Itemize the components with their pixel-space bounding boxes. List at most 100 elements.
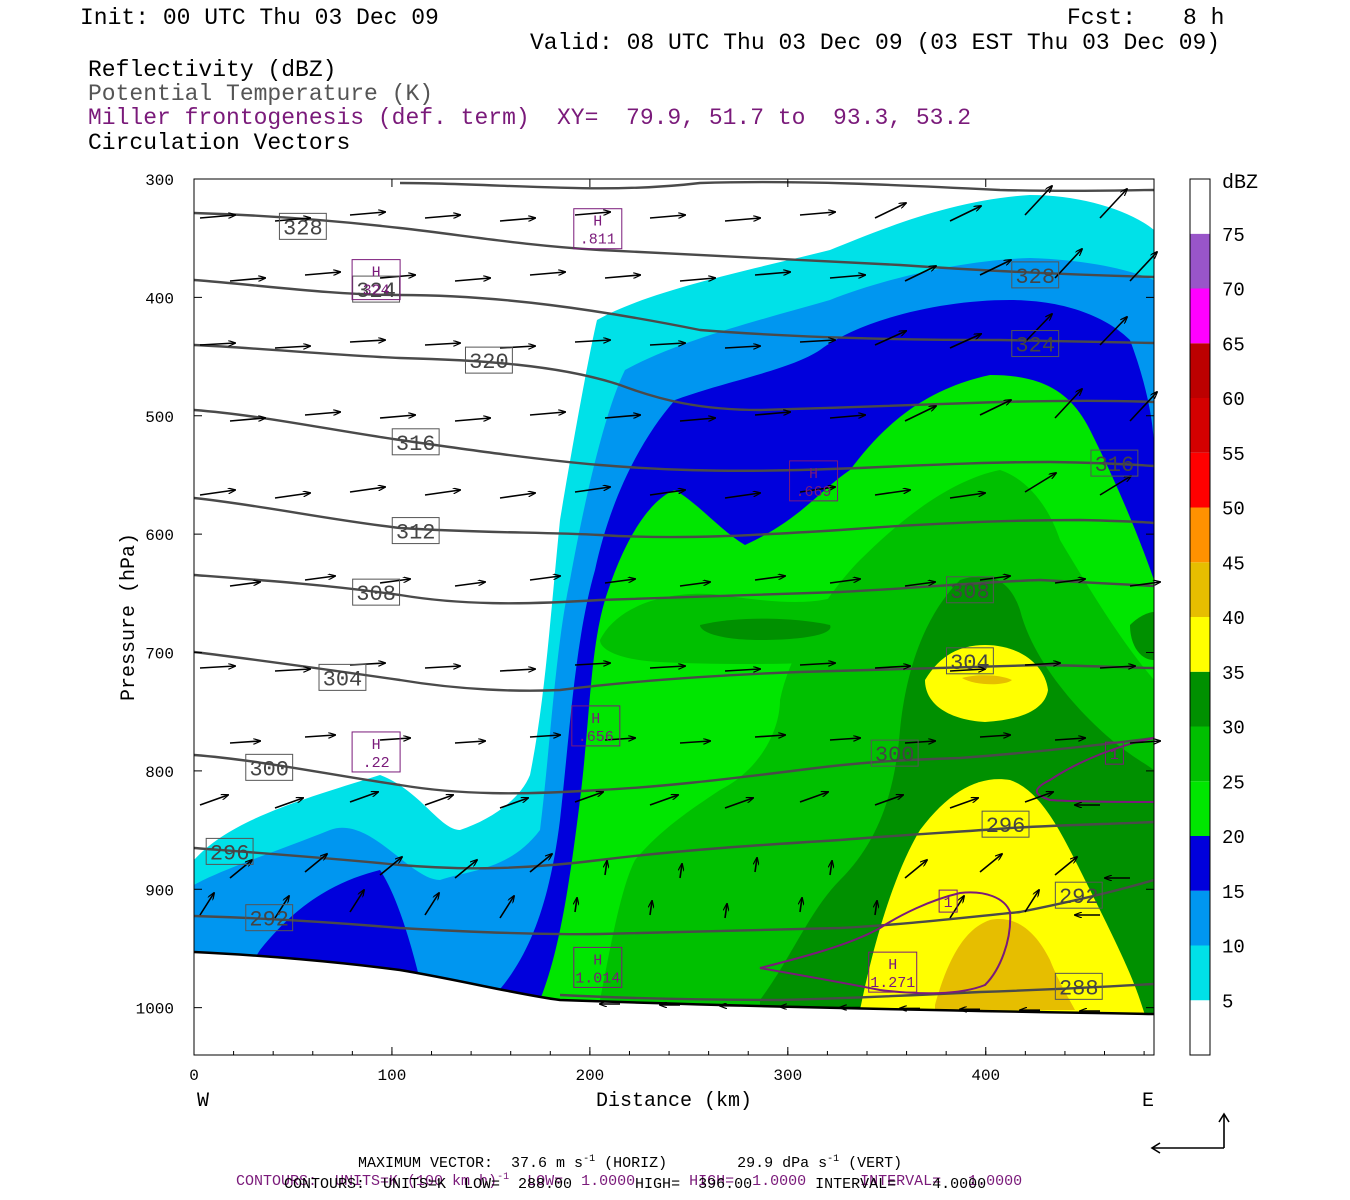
circulation-vector — [499, 493, 535, 499]
west-end-label: W — [197, 1090, 209, 1113]
x-tick-label: 0 — [189, 1067, 199, 1085]
circulation-vector — [349, 340, 385, 342]
circulation-vector — [830, 861, 832, 876]
theta-label: 308 — [356, 582, 396, 607]
colorbar-tick-label: 75 — [1222, 225, 1245, 247]
circulation-vector — [724, 798, 753, 809]
circulation-vector — [1024, 663, 1060, 665]
circulation-vector — [829, 415, 865, 419]
circulation-vector — [274, 493, 310, 499]
circulation-vector — [1129, 392, 1157, 422]
x-tick-label: 400 — [971, 1067, 1000, 1085]
circulation-vector — [679, 582, 710, 587]
theta-label: 328 — [283, 216, 323, 241]
fronto-max-value: 1.271 — [870, 975, 915, 992]
theta-label: 300 — [875, 743, 915, 768]
init-time: Init: 00 UTC Thu 03 Dec 09 — [80, 5, 439, 31]
theta-label: 316 — [1095, 453, 1135, 478]
circulation-vector — [874, 666, 910, 668]
circulation-vector — [1099, 666, 1135, 668]
fronto-max-value: 1.014 — [575, 970, 620, 987]
circulation-vector — [199, 343, 235, 345]
circulation-vector — [229, 741, 260, 743]
fronto-contour-box — [1104, 741, 1124, 765]
circulation-vector — [904, 860, 927, 879]
y-tick-label: 600 — [145, 527, 174, 545]
colorbar-segment — [1190, 617, 1210, 672]
circulation-vector — [499, 896, 514, 919]
colorbar-segment — [1190, 343, 1210, 398]
fronto-max-letter: H — [888, 957, 897, 974]
circulation-vector — [529, 854, 552, 873]
circulation-vector — [1129, 582, 1160, 587]
circulation-vector — [724, 493, 760, 499]
circulation-vector — [304, 854, 327, 873]
fronto-max-box — [571, 705, 621, 747]
theta-label-box — [391, 517, 440, 545]
colorbar-segment — [1190, 233, 1210, 289]
east-end-label: E — [1142, 1090, 1154, 1113]
circulation-vector — [229, 860, 252, 879]
circulation-vector — [1099, 189, 1127, 219]
circulation-vector — [680, 864, 682, 879]
fronto-contour-box — [938, 889, 958, 913]
circulation-vector — [1129, 741, 1160, 743]
circulation-vector — [1054, 389, 1082, 419]
fronto-max-box — [351, 259, 401, 301]
circulation-vector — [454, 860, 477, 879]
circulation-vector — [424, 666, 460, 668]
circulation-vector — [679, 741, 710, 743]
theta-label-box — [945, 647, 994, 675]
colorbar-tick-label: 20 — [1222, 827, 1245, 849]
colorbar-segment — [1190, 1000, 1210, 1055]
circulation-vector — [229, 582, 260, 587]
circulation-vector — [604, 415, 640, 419]
circulation-vector — [1054, 738, 1085, 740]
theta-label-box — [318, 663, 367, 691]
circulation-vector — [304, 272, 340, 276]
circulation-vector — [874, 331, 906, 346]
field-circulation-vectors: Circulation Vectors — [88, 130, 351, 156]
circulation-vector — [454, 418, 490, 422]
theta-label-box — [870, 739, 919, 767]
fronto-max-letter: H — [372, 737, 381, 754]
colorbar-tick-label: 35 — [1222, 663, 1245, 685]
theta-label-box — [464, 346, 513, 374]
fronto-max-value: 324 — [363, 283, 390, 300]
colorbar-frame — [1189, 178, 1211, 1056]
theta-contour-info: CONTOURS: UNITS=K LOW= 288.00 HIGH= 396.… — [284, 1176, 987, 1193]
theta-label-box — [1011, 261, 1060, 289]
circulation-vector — [574, 792, 603, 803]
circulation-vector — [274, 218, 310, 222]
max-vector-vert: 29.9 dPa s — [737, 1155, 828, 1172]
circulation-vector — [499, 346, 535, 348]
max-vector-horiz-exp: -1 — [583, 1154, 596, 1165]
fronto-max-value: .669 — [796, 484, 832, 501]
circulation-vector — [1054, 249, 1082, 279]
circulation-vector — [349, 792, 378, 803]
theta-label-box — [245, 904, 294, 932]
theta-label-group: 328 324 320 316 312 308 304 300 296 292 328 324 316 3… — [205, 212, 1139, 1001]
colorbar-tick-label: 45 — [1222, 553, 1245, 575]
colorbar-segment — [1190, 507, 1210, 563]
circulation-vector — [949, 334, 981, 349]
circulation-vector — [649, 490, 685, 496]
y-tick-label: 500 — [145, 409, 174, 427]
circulation-vector — [529, 412, 565, 416]
field-reflectivity: Reflectivity (dBZ) — [88, 57, 337, 83]
x-tick-label: 200 — [575, 1067, 604, 1085]
circulation-vector — [1099, 317, 1127, 346]
circulation-vector — [349, 487, 385, 493]
circulation-vector — [1129, 252, 1157, 282]
circulation-vector — [605, 861, 607, 876]
circulation-vector — [904, 741, 935, 743]
circulation-vector — [1024, 473, 1056, 493]
circulation-vector — [529, 272, 565, 276]
colorbar-tick-label: 30 — [1222, 718, 1245, 740]
fronto-max-letter: H — [372, 265, 381, 282]
x-axis-label: Distance (km) — [596, 1090, 752, 1113]
theta-label-box — [352, 275, 401, 303]
field-potential-temperature: Potential Temperature (K) — [88, 81, 434, 107]
